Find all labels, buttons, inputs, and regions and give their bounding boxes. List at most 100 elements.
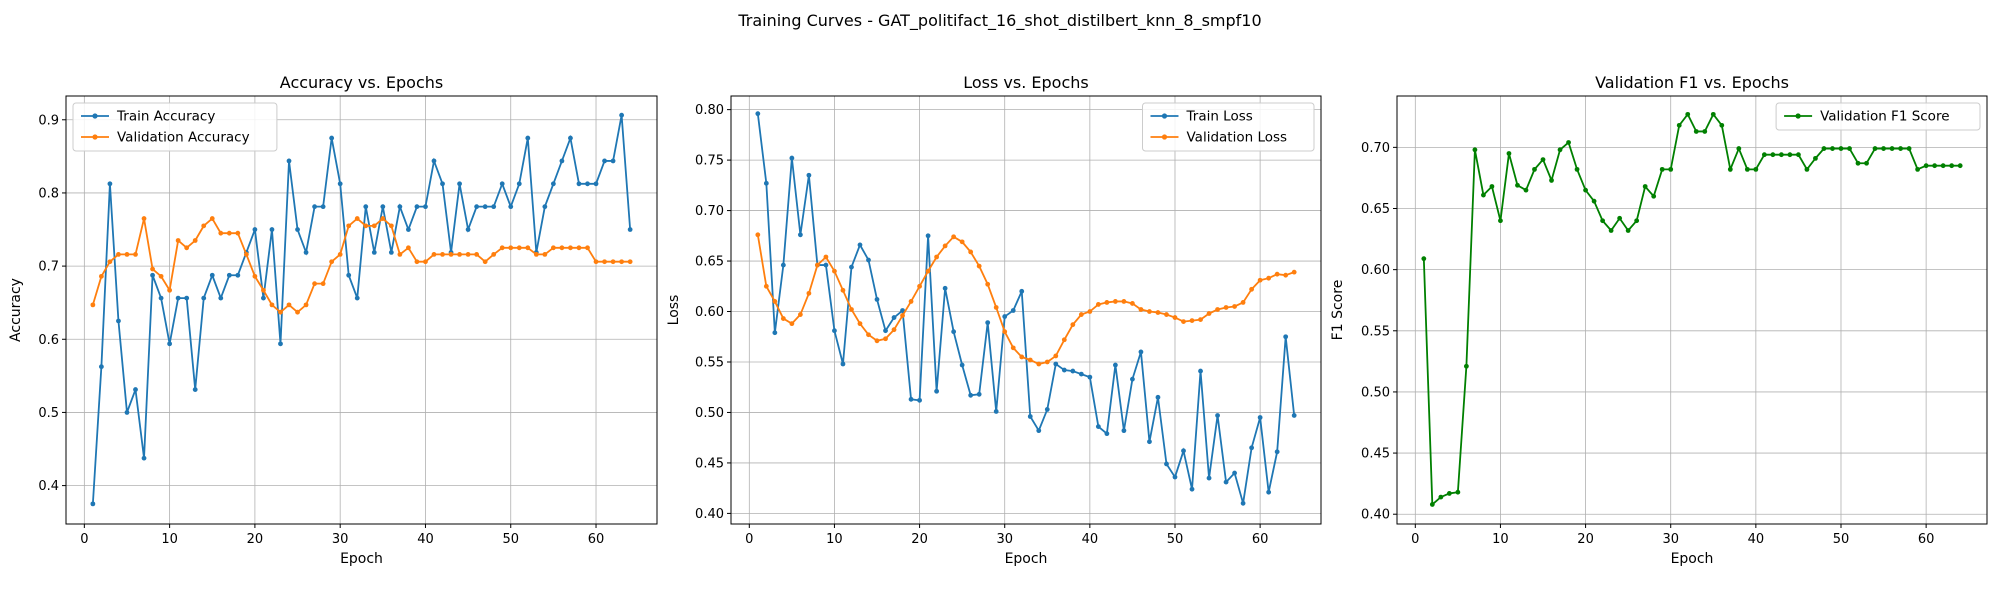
y-axis-label: F1 Score — [1330, 280, 1346, 341]
data-point — [1223, 305, 1229, 310]
data-point — [815, 262, 820, 268]
data-point — [568, 245, 573, 251]
data-point — [406, 227, 411, 232]
data-point — [1864, 160, 1869, 166]
data-point — [320, 281, 326, 287]
data-point — [559, 245, 565, 251]
plot-frame — [65, 95, 658, 525]
data-point — [525, 135, 531, 141]
data-point — [1206, 311, 1212, 316]
data-point — [1257, 415, 1263, 420]
data-point — [1215, 307, 1220, 312]
data-point — [1949, 163, 1955, 169]
legend-label: Validation Accuracy — [117, 130, 250, 146]
data-point — [337, 251, 343, 257]
data-point — [619, 112, 625, 118]
data-point — [141, 455, 147, 461]
plot-frame — [730, 95, 1322, 525]
data-point — [993, 409, 999, 414]
data-point — [1515, 182, 1520, 188]
data-point — [440, 181, 445, 187]
data-point — [269, 227, 275, 232]
data-point — [431, 251, 437, 257]
data-point — [823, 254, 829, 260]
data-point — [414, 259, 420, 265]
data-point — [1540, 157, 1546, 162]
data-point — [354, 216, 360, 221]
data-point — [1421, 256, 1427, 262]
y-tick-label: 0.6 — [38, 333, 59, 348]
data-point — [1881, 146, 1886, 151]
data-point — [1872, 146, 1878, 151]
data-point — [934, 388, 940, 394]
data-point — [397, 204, 403, 210]
data-point — [1940, 163, 1946, 169]
data-point — [1070, 322, 1076, 328]
x-axis-label: Epoch — [340, 551, 383, 567]
data-point — [763, 283, 769, 289]
data-point — [593, 181, 599, 187]
data-point — [1078, 312, 1084, 317]
data-point — [1181, 319, 1186, 325]
y-tick-label: 0.7 — [38, 260, 59, 275]
data-point — [124, 410, 130, 415]
data-point — [482, 204, 488, 210]
data-point — [942, 243, 948, 249]
y-tick-label: 0.65 — [1361, 202, 1390, 217]
chart-panel-2: 0 10 20 30 40 50 60 0.40 0.45 0.50 0.55 0.60 0.65 0.7… — [666, 73, 1322, 567]
x-tick-label: 20 — [1577, 532, 1594, 547]
data-point — [1957, 163, 1963, 169]
data-point — [883, 336, 888, 342]
y-tick-label: 0.40 — [1361, 508, 1390, 523]
x-tick-label: 60 — [1918, 532, 1935, 547]
data-point — [252, 227, 258, 232]
data-point — [1804, 166, 1810, 172]
data-point — [312, 204, 317, 210]
y-axis-label: Accuracy — [8, 278, 24, 342]
data-point — [866, 257, 871, 263]
data-point — [1446, 491, 1452, 496]
data-point — [1855, 160, 1861, 166]
data-point — [1155, 394, 1161, 400]
data-point — [797, 232, 803, 238]
data-point — [550, 181, 556, 187]
data-point — [823, 262, 829, 268]
chart-panel-3: 0 10 20 30 40 50 60 0.40 0.45 0.50 0.55 0.60 0.65 0.7… — [1330, 73, 1988, 567]
data-point — [959, 239, 965, 245]
figure-title: Training Curves - GAT_politifact_16_shot… — [737, 11, 1261, 31]
data-point — [1053, 361, 1059, 367]
data-point — [116, 318, 121, 324]
data-point — [1002, 329, 1008, 335]
data-point — [1189, 318, 1195, 323]
data-point — [107, 259, 113, 265]
data-point — [414, 204, 420, 210]
data-point — [1702, 129, 1708, 134]
y-tick-label: 0.70 — [695, 204, 724, 219]
panel-title: Validation F1 vs. Epochs — [1595, 73, 1789, 92]
data-point — [976, 263, 982, 269]
y-tick-label: 0.4 — [38, 479, 59, 494]
data-point — [772, 299, 778, 304]
data-point — [388, 223, 394, 229]
data-point — [1172, 474, 1178, 480]
data-point — [1608, 228, 1614, 233]
series-line-2 — [91, 217, 631, 314]
data-point — [908, 299, 914, 304]
y-tick-label: 0.55 — [1361, 324, 1390, 339]
data-point — [499, 245, 505, 251]
data-point — [1232, 470, 1237, 476]
data-point — [780, 316, 786, 321]
y-tick-label: 0.65 — [695, 255, 724, 270]
legend-box — [1775, 102, 1981, 131]
data-point — [1523, 187, 1529, 193]
data-point — [516, 181, 522, 187]
data-point — [448, 251, 454, 257]
legend: Validation F1 Score — [1775, 102, 1981, 131]
data-point — [1147, 439, 1152, 445]
data-point — [201, 295, 207, 301]
data-point — [883, 328, 888, 334]
data-point — [1566, 140, 1571, 145]
data-point — [397, 251, 403, 257]
legend-marker — [1161, 134, 1168, 140]
